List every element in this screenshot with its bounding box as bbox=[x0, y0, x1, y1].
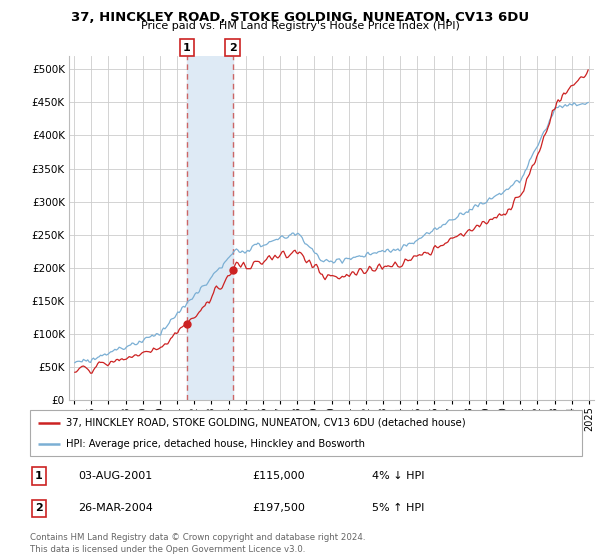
Text: £197,500: £197,500 bbox=[252, 503, 305, 514]
Text: 03-AUG-2001: 03-AUG-2001 bbox=[78, 471, 152, 481]
Text: 1: 1 bbox=[35, 471, 43, 481]
Text: 37, HINCKLEY ROAD, STOKE GOLDING, NUNEATON, CV13 6DU: 37, HINCKLEY ROAD, STOKE GOLDING, NUNEAT… bbox=[71, 11, 529, 24]
Text: 4% ↓ HPI: 4% ↓ HPI bbox=[372, 471, 425, 481]
Text: 2: 2 bbox=[229, 43, 236, 53]
Bar bbox=[187, 56, 233, 400]
Text: 26-MAR-2004: 26-MAR-2004 bbox=[78, 503, 153, 514]
Text: £115,000: £115,000 bbox=[252, 471, 305, 481]
Text: 5% ↑ HPI: 5% ↑ HPI bbox=[372, 503, 424, 514]
Text: Price paid vs. HM Land Registry's House Price Index (HPI): Price paid vs. HM Land Registry's House … bbox=[140, 21, 460, 31]
FancyBboxPatch shape bbox=[30, 410, 582, 456]
Text: 1: 1 bbox=[183, 43, 191, 53]
Text: Contains HM Land Registry data © Crown copyright and database right 2024.
This d: Contains HM Land Registry data © Crown c… bbox=[30, 533, 365, 554]
Text: HPI: Average price, detached house, Hinckley and Bosworth: HPI: Average price, detached house, Hinc… bbox=[66, 439, 365, 449]
Text: 37, HINCKLEY ROAD, STOKE GOLDING, NUNEATON, CV13 6DU (detached house): 37, HINCKLEY ROAD, STOKE GOLDING, NUNEAT… bbox=[66, 418, 466, 428]
Text: 2: 2 bbox=[35, 503, 43, 514]
